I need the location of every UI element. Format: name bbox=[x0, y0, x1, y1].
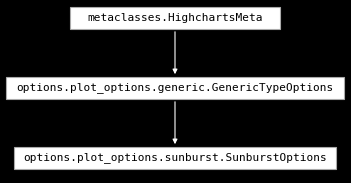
FancyBboxPatch shape bbox=[14, 147, 336, 169]
Text: options.plot_options.generic.GenericTypeOptions: options.plot_options.generic.GenericType… bbox=[16, 83, 333, 94]
FancyBboxPatch shape bbox=[70, 7, 280, 29]
Text: metaclasses.HighchartsMeta: metaclasses.HighchartsMeta bbox=[87, 13, 263, 23]
Text: options.plot_options.sunburst.SunburstOptions: options.plot_options.sunburst.SunburstOp… bbox=[23, 153, 327, 163]
FancyBboxPatch shape bbox=[6, 77, 344, 99]
